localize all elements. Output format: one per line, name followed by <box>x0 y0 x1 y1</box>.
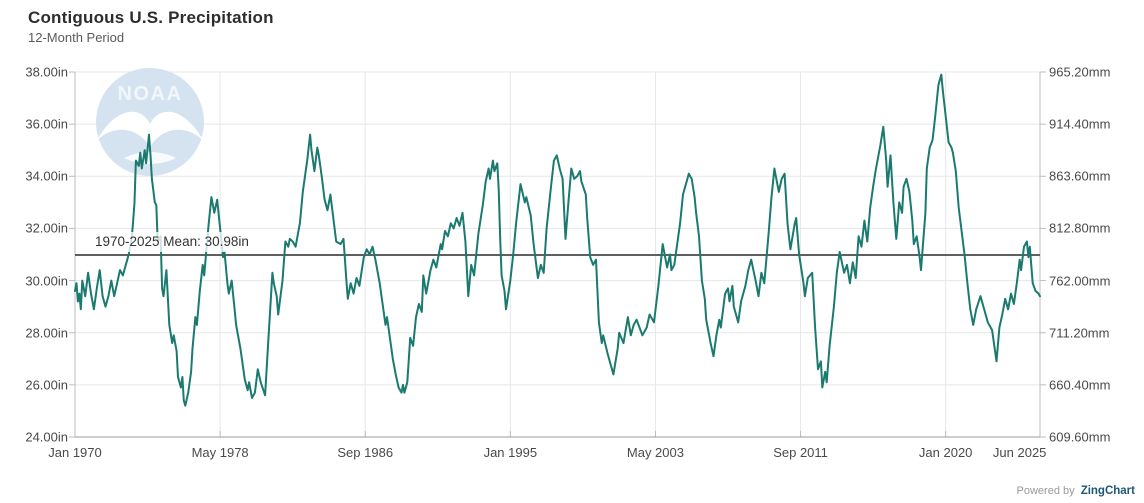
chart-footer: Powered by ZingChart <box>1017 485 1135 497</box>
y-axis-label-right: 812.80mm <box>1049 220 1111 236</box>
x-axis-label: Jan 1995 <box>483 445 538 460</box>
x-axis-label: May 2003 <box>626 445 684 460</box>
y-axis-label-left: 38.00in <box>25 64 68 80</box>
y-axis-label-right: 914.40mm <box>1049 116 1111 132</box>
x-axis-label: Jan 1970 <box>48 445 102 460</box>
noaa-logo-watermark: NOAA <box>96 68 204 176</box>
y-axis-label-left: 34.00in <box>25 168 68 184</box>
y-axis-label-right: 660.40mm <box>1049 377 1111 393</box>
y-axis-label-right: 863.60mm <box>1049 168 1111 184</box>
y-axis-label-left: 30.00in <box>25 273 68 289</box>
x-axis-label: Jun 2025 <box>992 445 1047 460</box>
y-axis-label-left: 26.00in <box>25 377 68 393</box>
x-axis-label: Jan 2020 <box>918 445 973 460</box>
seagull-icon <box>97 111 203 147</box>
chart-subtitle: 12-Month Period <box>28 30 125 45</box>
precipitation-series-line <box>74 73 1041 407</box>
y-axis-label-left: 28.00in <box>25 325 68 341</box>
chart-header: Contiguous U.S. Precipitation 12-Month P… <box>28 8 274 45</box>
y-axis-label-right: 609.60mm <box>1049 429 1111 445</box>
x-axis-label: Sep 2011 <box>773 445 828 460</box>
zingchart-link[interactable]: ZingChart <box>1080 485 1135 497</box>
y-axis-label-right: 965.20mm <box>1049 64 1111 80</box>
y-axis-label-right: 711.20mm <box>1049 325 1110 341</box>
y-axis-label-right: 762.00mm <box>1049 273 1111 289</box>
page-title: Contiguous U.S. Precipitation <box>28 8 274 27</box>
series-layer <box>74 73 1041 407</box>
x-axis-label: May 1978 <box>191 445 249 460</box>
y-axis-label-left: 32.00in <box>25 220 68 236</box>
mean-annotation: 1970-2025 Mean: 30.98in <box>88 232 256 253</box>
powered-by-text: Powered by <box>1016 485 1075 497</box>
x-axis-label: Sep 1986 <box>337 445 394 460</box>
noaa-wordmark: NOAA <box>118 83 183 105</box>
y-axis-label-left: 24.00in <box>25 429 68 445</box>
y-axis-label-left: 36.00in <box>25 116 68 132</box>
